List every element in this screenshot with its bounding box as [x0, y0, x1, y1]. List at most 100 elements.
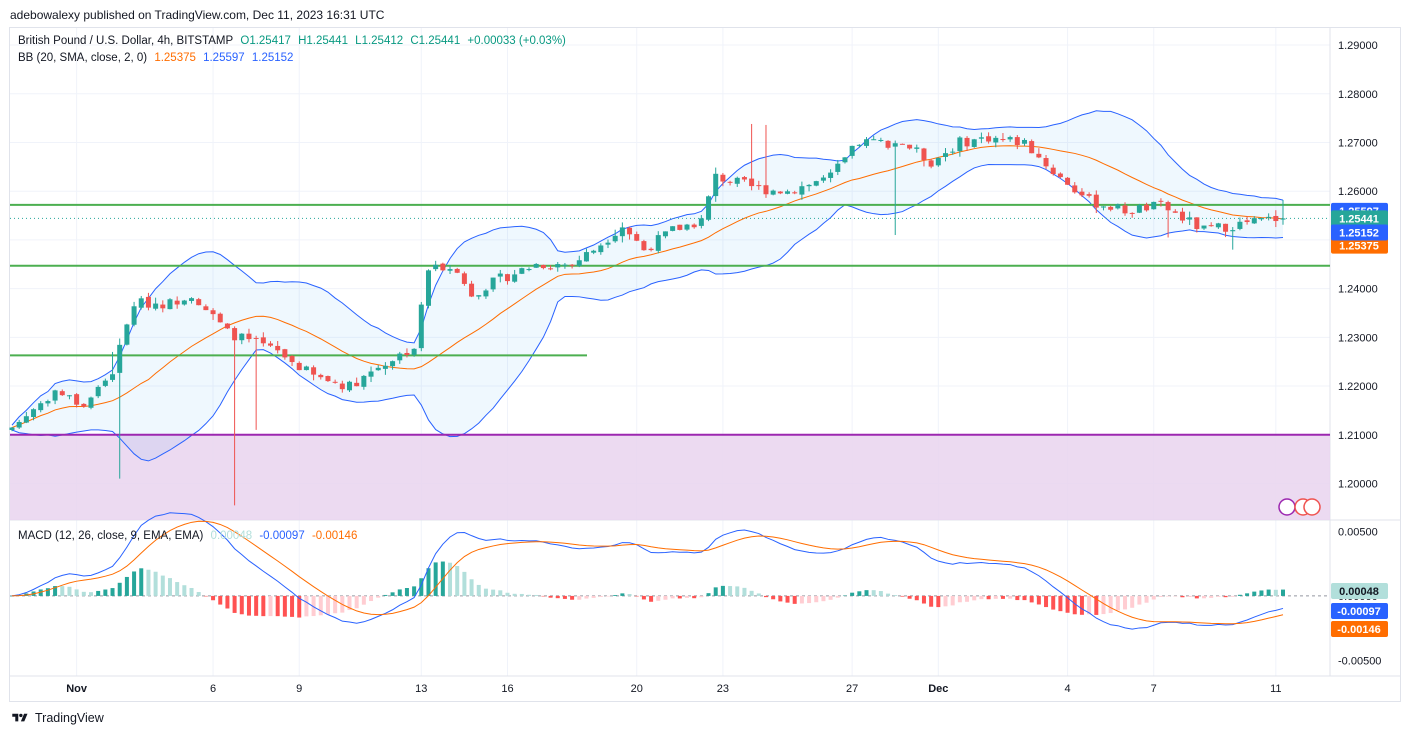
candle-body: [282, 349, 288, 358]
candle-body: [339, 383, 345, 390]
bb-lower-price-label-bg: [1331, 224, 1388, 241]
macd-histogram-bar: [749, 590, 754, 596]
candle-body: [698, 218, 704, 226]
macd-line: [11, 512, 1284, 630]
candles: [9, 123, 1286, 506]
candle-body: [189, 298, 195, 301]
ohlc-high: H1.25441: [298, 35, 348, 47]
candle-body: [390, 361, 396, 367]
macd-histogram-bar: [814, 595, 819, 603]
macd-histogram-bar: [1101, 595, 1106, 615]
candle-body: [476, 295, 482, 297]
candle-body: [368, 371, 374, 377]
macd-histogram-bar: [297, 595, 302, 618]
candle-body: [117, 344, 123, 373]
macd-histogram-bar: [254, 595, 259, 616]
candle-body: [1021, 139, 1027, 144]
candle-body: [928, 160, 934, 167]
macd-histogram-bar: [986, 595, 991, 600]
candle-body: [138, 298, 144, 308]
macd-histogram-bar: [756, 593, 761, 596]
macd-histogram-bar: [505, 592, 510, 596]
candle-body: [820, 177, 826, 181]
macd-histogram-bar: [792, 595, 797, 604]
macd-histogram-bar: [1000, 595, 1005, 599]
candle-body: [9, 427, 15, 430]
candle-body: [763, 185, 769, 195]
macd-histogram-bar: [1173, 595, 1178, 597]
macd-histogram-bar: [1094, 595, 1099, 615]
candle-body: [504, 274, 510, 282]
candle-body: [684, 224, 690, 230]
candle-body: [361, 375, 367, 387]
macd-histogram-bar: [763, 595, 768, 598]
macd-histogram-bar: [613, 595, 618, 596]
macd-histogram-bar: [1230, 595, 1235, 597]
candle-body: [1251, 218, 1257, 224]
macd-histogram-bar: [555, 595, 560, 599]
macd-signal-value: -0.00146: [311, 530, 358, 542]
macd-title[interactable]: MACD (12, 26, close, 9, EMA, EMA): [18, 530, 204, 542]
price-tick-label: 1.20000: [1338, 478, 1378, 490]
macd-histogram-bar: [541, 595, 546, 597]
macd-histogram-bar: [893, 595, 898, 596]
candle-body: [662, 231, 668, 237]
macd-histogram-bar: [175, 582, 180, 596]
macd-histogram-bar: [232, 595, 237, 613]
macd-histogram-bar: [807, 595, 812, 604]
price-labels: 1.255971.2544103:28:141.253751.251520.00…: [1278, 202, 1388, 637]
ohlc-change: +0.00033 (+0.03%): [467, 35, 566, 47]
candle-body: [986, 136, 992, 142]
macd-histogram-bar: [1079, 595, 1084, 615]
candle-body: [540, 264, 546, 269]
macd-histogram-bar: [290, 595, 295, 617]
candle-body: [1108, 206, 1114, 210]
macd-line-label: -0.00097: [1337, 606, 1380, 618]
candle-body: [670, 226, 676, 231]
bb-title[interactable]: BB (20, SMA, close, 2, 0): [18, 52, 148, 64]
macd-histogram-bar: [771, 595, 776, 600]
macd-histogram-bar: [993, 595, 998, 599]
candle-body: [842, 157, 848, 163]
candle-body: [45, 401, 51, 404]
macd-histogram-bar: [311, 595, 316, 617]
candle-body: [849, 145, 855, 156]
candle-body: [131, 306, 137, 325]
candle-body: [1223, 223, 1229, 232]
macd-histogram-bar: [720, 585, 725, 596]
candle-body: [224, 323, 230, 329]
candle-body: [892, 143, 898, 147]
candle-body: [289, 355, 295, 363]
macd-histogram-bar: [1166, 595, 1171, 597]
macd-histogram-bar: [1044, 595, 1049, 608]
footer-brand[interactable]: TradingView: [10, 711, 104, 725]
candle-body: [52, 390, 58, 401]
symbol-title[interactable]: British Pound / U.S. Dollar, 4h, BITSTAM…: [18, 35, 234, 47]
macd-histogram-bar: [1281, 589, 1285, 596]
candle-body: [1230, 230, 1236, 232]
candle-body: [167, 299, 173, 310]
macd-histogram-bar: [124, 576, 129, 596]
macd-histogram-bar: [878, 591, 883, 596]
macd-hist-value: 0.00048: [210, 530, 253, 542]
macd-histogram-bar: [864, 590, 869, 596]
macd-histogram-bar: [369, 595, 374, 602]
macd-histogram-bar: [871, 590, 876, 596]
candle-body: [792, 192, 798, 194]
macd-histogram-bar: [620, 593, 625, 596]
candle-body: [741, 177, 747, 180]
macd-histogram-bar: [167, 578, 172, 596]
macd-histogram-bar: [160, 575, 165, 596]
macd-histogram-bar: [699, 595, 704, 598]
candle-body: [346, 381, 352, 391]
lightning-icon: [1278, 498, 1296, 516]
macd-histogram-bar: [570, 595, 575, 600]
macd-histogram-bar: [886, 593, 891, 596]
macd-histogram-bar: [67, 586, 72, 596]
candle-body: [1000, 139, 1006, 141]
candle-body: [318, 374, 324, 378]
macd-histogram-bar: [110, 588, 115, 596]
macd-histogram-bar: [433, 562, 438, 596]
macd-histogram-bar: [282, 595, 287, 617]
